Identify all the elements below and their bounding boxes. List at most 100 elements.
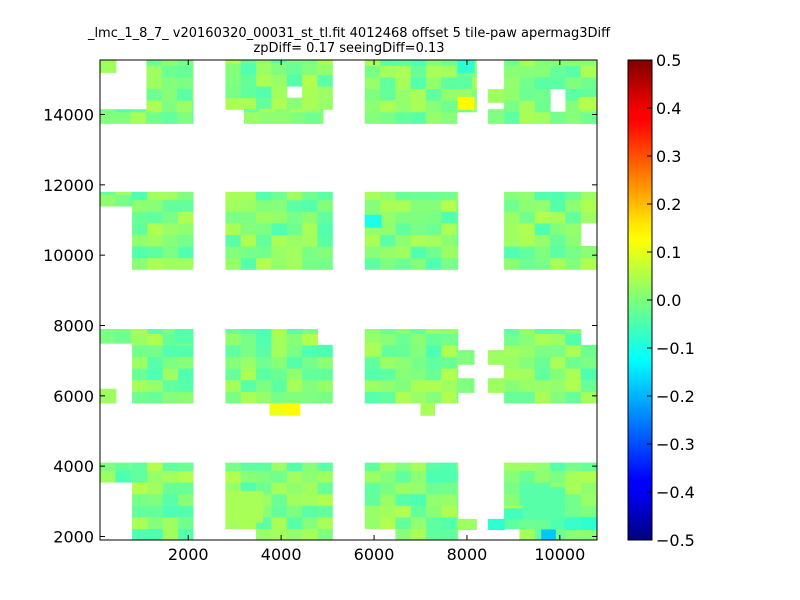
heatmap-cell (271, 191, 288, 201)
heatmap-cell (504, 199, 521, 212)
heatmap-cell (256, 62, 272, 76)
heatmap-cell (271, 470, 288, 483)
heatmap-cell (395, 470, 412, 483)
heatmap-cell (269, 403, 286, 416)
heatmap-cell-highlight (256, 510, 264, 524)
chart-title: _lmc_1_8_7_ v20160320_00031_st_tl.fit 40… (87, 26, 611, 41)
heatmap-cell (259, 109, 276, 113)
heatmap-cell (115, 111, 132, 124)
heatmap-cell (534, 60, 551, 66)
heatmap-cell-highlight (538, 487, 554, 497)
heatmap-cell (519, 379, 536, 392)
heatmap-cell (317, 470, 333, 483)
heatmap-cell (534, 391, 551, 404)
heatmap-cell (317, 211, 333, 224)
heatmap-cell (503, 109, 505, 113)
heatmap-cell-highlight (522, 487, 539, 497)
colorbar-tick-label: −0.4 (656, 483, 695, 502)
heatmap-cell (115, 391, 117, 404)
heatmap-cell (147, 333, 164, 346)
heatmap-cell (256, 344, 272, 358)
heatmap-cell (550, 368, 567, 381)
heatmap-cell (504, 481, 521, 495)
heatmap-cell (162, 516, 179, 529)
heatmap-cell (178, 211, 194, 224)
heatmap-cell (177, 65, 194, 78)
heatmap-cell (565, 462, 582, 471)
heatmap-cell-highlight (457, 60, 474, 62)
heatmap-cell-highlight (225, 490, 242, 500)
heatmap-cell (161, 60, 178, 66)
heatmap-cell (380, 344, 397, 358)
heatmap-cell (550, 344, 567, 358)
heatmap-cell-highlight (174, 329, 191, 333)
heatmap-cell (364, 329, 381, 334)
heatmap-cell (286, 481, 303, 495)
heatmap-cell-highlight (538, 495, 554, 508)
heatmap-cell-highlight (380, 343, 382, 345)
heatmap-cell (317, 257, 333, 270)
heatmap-cell (457, 350, 474, 354)
heatmap-cell (457, 380, 474, 393)
heatmap-cell (487, 90, 504, 103)
heatmap-cell (426, 505, 442, 518)
heatmap-cell-highlight (593, 97, 597, 110)
heatmap-cell (285, 402, 301, 405)
heatmap-cell (519, 344, 536, 358)
y-tick-label: 8000 (53, 316, 94, 335)
heatmap-cell (256, 528, 272, 540)
heatmap-cell (147, 344, 164, 358)
heatmap-cell-highlight (504, 508, 521, 520)
heatmap-cell (286, 516, 303, 529)
heatmap-cell (503, 89, 505, 92)
heatmap-cell (271, 505, 288, 518)
y-tick-label: 4000 (53, 457, 94, 476)
heatmap-cell (395, 368, 412, 381)
heatmap-cell (240, 333, 257, 346)
heatmap-cell (565, 493, 582, 506)
heatmap-cell (115, 329, 132, 333)
heatmap-cell (504, 333, 521, 346)
heatmap-cell (426, 391, 442, 404)
heatmap-cell (380, 391, 397, 404)
heatmap-cell (225, 191, 242, 201)
x-tick-label: 4000 (261, 545, 302, 564)
heatmap-cell (285, 403, 301, 416)
heatmap-cell-highlight (189, 329, 194, 333)
heatmap-cell (565, 391, 582, 404)
heatmap-cell-highlight (580, 517, 597, 519)
heatmap-cell (271, 356, 288, 369)
heatmap-cell-highlight (457, 60, 474, 73)
heatmap-cell (410, 234, 427, 247)
heatmap-cell (534, 65, 551, 78)
heatmap-cell (441, 516, 458, 529)
heatmap-cell (225, 199, 242, 212)
heatmap-cell-highlight (472, 60, 475, 73)
heatmap-cell (317, 62, 333, 76)
heatmap-cell (395, 333, 412, 346)
heatmap-cell (178, 528, 194, 540)
heatmap-cell (115, 60, 117, 62)
heatmap-cell (271, 86, 288, 99)
heatmap-cell (410, 516, 427, 529)
heatmap-cell-highlight (364, 215, 381, 228)
heatmap-cell (271, 528, 288, 540)
heatmap-cell (162, 222, 179, 236)
heatmap-cell (302, 74, 318, 87)
heatmap-cell (256, 86, 272, 99)
heatmap-cell (380, 88, 397, 101)
heatmap-cell-highlight (578, 96, 595, 99)
heatmap-cell (395, 222, 412, 236)
heatmap-cell (364, 481, 381, 495)
heatmap-cell (441, 462, 458, 471)
heatmap-cell (504, 234, 521, 247)
heatmap-cell (161, 111, 178, 124)
heatmap-cell (269, 402, 286, 405)
heatmap-cell (410, 111, 427, 124)
heatmap-cell (380, 505, 397, 518)
heatmap-cell (534, 100, 551, 113)
heatmap-cell (565, 100, 582, 113)
heatmap-cell-highlight (564, 517, 581, 519)
heatmap-cell (519, 391, 536, 404)
heatmap-cell (271, 344, 288, 358)
